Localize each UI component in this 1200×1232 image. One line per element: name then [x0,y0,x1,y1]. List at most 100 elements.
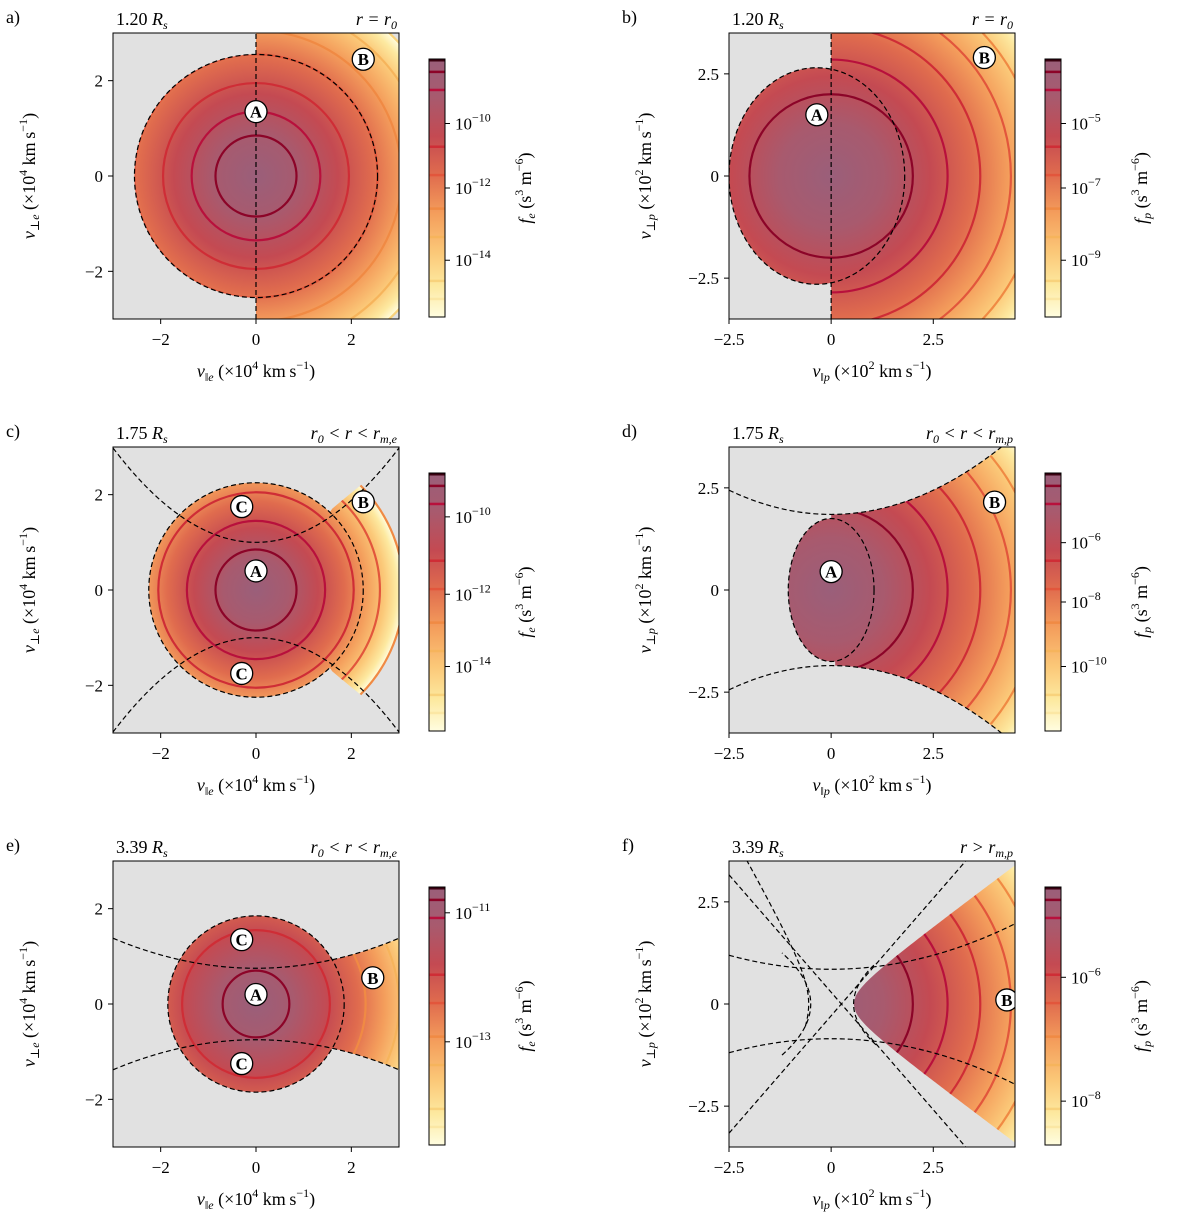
contour-line [853,862,982,1146]
region-label-b: B [972,45,997,70]
radius-label: 1.20 Rs [116,9,168,32]
region-label-b: B [351,490,375,514]
region-label-text: A [250,103,263,122]
region-label-text: A [811,106,824,125]
separatrix-dashed [787,517,875,663]
contour-line [853,886,949,1122]
panel-letter: d) [622,421,637,442]
y-tick-label: −2 [85,676,103,695]
x-axis-label: v‖e (×104 km s−1) [197,358,315,384]
region-label-c: C [230,1051,254,1076]
x-tick-label: −2.5 [714,330,745,349]
colorbar-gradient [429,887,445,1145]
y-tick-label: 2 [95,900,104,919]
separatrix-dashed [113,637,399,733]
contour-line [788,447,982,733]
y-axis-label: v⊥p (×102 km s−1) [632,113,658,240]
colorbar-gradient [1045,59,1061,317]
separatrix-dashed [729,1038,1015,1085]
radius-label: 1.75 Rs [732,423,784,446]
x-tick-label: 0 [827,1158,836,1177]
region-label-text: B [367,969,378,988]
region-label-a: A [819,559,843,584]
y-tick-label: 0 [711,995,720,1014]
contour-line [729,33,982,319]
region-label-c: C [230,661,254,686]
colorbar-label: fp (s3 m−6) [1128,152,1154,224]
x-tick-label: −2 [152,330,170,349]
region-label-b: B [982,490,1007,514]
colorbar: 10−6 10−8 fp (s3 m−6) [1044,886,1154,1146]
plot-area: AB [729,33,1015,319]
contour-line [167,915,367,1093]
distribution-fill [729,33,1015,319]
region-label-text: C [236,931,248,950]
radius-label: 1.75 Rs [116,423,168,446]
region-label-text: A [250,562,263,581]
colorbar-tick-label: 10−10 [1071,654,1107,677]
region-label-a: A [244,982,268,1007]
y-axis-label: v⊥e (×104 km s−1) [16,941,42,1067]
panel-f: B −2.5 0 2.5 −2.5 0 2.5 f) 3.39 Rs r > rm,p v‖p (×… [622,835,1154,1212]
panel-e: A B C C −2 0 2 −2 0 2 e) 3.39 Rs r0 < r < rm,e v‖e (×… [6,835,538,1212]
radius-label: 1.20 Rs [732,9,784,32]
region-label-a: A [244,559,268,583]
y-axis-label: v⊥p (×102 km s−1) [632,527,658,654]
region-label-circle [230,1051,254,1076]
y-tick-label: 0 [95,167,104,186]
colorbar-label: fp (s3 m−6) [1128,980,1154,1052]
separatrix-dashed [729,861,967,1134]
colorbar-tick-label: 10−8 [1071,589,1101,612]
panel-letter: f) [622,835,634,856]
region-label-text: B [989,493,1000,512]
region-label-text: B [358,50,369,69]
region-label-b: B [995,988,1015,1012]
y-tick-label: 0 [711,167,720,186]
panel-letter: e) [6,835,20,856]
region-label-circle [244,982,268,1007]
region-condition: r > rm,p [960,837,1013,860]
y-tick-label: −2.5 [688,269,719,288]
colorbar-gradient [429,473,445,731]
region-condition: r = r0 [972,9,1013,32]
colorbar-gradient [1045,473,1061,731]
region-condition: r0 < r < rm,e [311,837,398,860]
colorbar-label: fe (s3 m−6) [512,980,538,1051]
x-tick-label: 2 [347,744,356,763]
radius-label: 3.39 Rs [732,837,784,860]
colorbar: 10−6 10−8 10−10 fp (s3 m−6) [1044,472,1154,732]
x-axis-label: v‖p (×102 km s−1) [813,1186,932,1212]
y-tick-label: −2 [85,262,103,281]
x-axis-label: v‖p (×102 km s−1) [813,358,932,384]
colorbar-tick-label: 10−12 [455,581,491,604]
separatrix-dashed [729,874,967,1147]
y-tick-label: −2.5 [688,683,719,702]
colorbar-label: fp (s3 m−6) [1128,566,1154,638]
region-condition: r0 < r < rm,p [926,423,1013,446]
y-tick-label: −2 [85,1090,103,1109]
contour-line [185,519,327,661]
region-label-text: C [236,1055,248,1074]
colorbar-tick-label: 10−5 [1071,111,1101,134]
y-axis-label: v⊥e (×104 km s−1) [16,113,42,239]
plot-area: AB [113,33,399,319]
colorbar-tick-label: 10−11 [455,900,490,923]
panel-d: AB−2.5 0 2.5−2.502.5d) 1.75 Rs r0 < r < rm,p… [622,421,1154,798]
y-tick-label: −2.5 [688,1097,719,1116]
region-label-circle [244,100,268,124]
region-label-c: C [230,928,254,952]
x-tick-label: 0 [827,744,836,763]
region-label-a: A [805,103,829,127]
x-tick-label: 0 [827,330,836,349]
y-axis-label: v⊥e (×104 km s−1) [16,527,42,653]
region-label-circle [805,103,829,127]
panel-letter: c) [6,421,20,442]
region-label-c: C [230,494,254,519]
colorbar-tick-label: 10−14 [455,247,491,270]
colorbar-tick-label: 10−10 [455,504,491,527]
panel-letter: a) [6,7,20,28]
y-tick-label: 2 [95,72,104,91]
separatrix-dashed [729,447,1003,516]
x-axis-label: v‖p (×102 km s−1) [813,772,932,798]
